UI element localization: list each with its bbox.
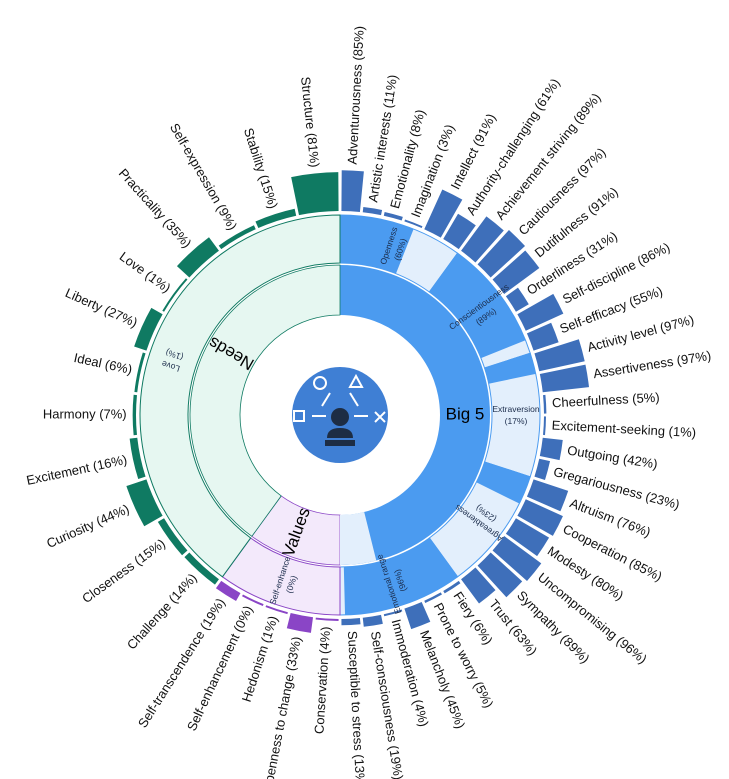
connector-lines-icon bbox=[312, 392, 368, 417]
facet-bar-outgoing bbox=[539, 437, 563, 461]
facet-label: Excitement-seeking (1%) bbox=[551, 418, 696, 441]
personality-hub-icon bbox=[292, 367, 388, 463]
facet-bar-imagination bbox=[404, 219, 423, 229]
facet-label: Dutifulness (91%) bbox=[532, 184, 621, 260]
facet-bar-trust bbox=[461, 567, 496, 604]
person-base-icon bbox=[325, 440, 355, 446]
facet-bar-modesty bbox=[505, 518, 550, 557]
category-fill-agreeableness bbox=[476, 461, 531, 504]
facet-label: Ideal (6%) bbox=[72, 350, 133, 377]
facet-bar-sympathy bbox=[477, 552, 523, 598]
facet-bar-self-expression bbox=[218, 225, 256, 250]
facet-bar-self-efficacy bbox=[526, 322, 559, 351]
facet-bar-harmony bbox=[132, 394, 137, 436]
facet-bar-self-discipline bbox=[517, 293, 564, 331]
facet-label: Self-expression (9%) bbox=[167, 121, 240, 233]
big5-inner-arc bbox=[340, 265, 490, 565]
facet-label: Excitement (16%) bbox=[25, 452, 128, 488]
facet-label: Harmony (7%) bbox=[43, 406, 127, 421]
facet-bar-intellect bbox=[424, 189, 463, 238]
square-glyph-icon bbox=[293, 410, 305, 422]
facet-bar-assertiveness bbox=[539, 364, 589, 393]
facet-label: Practicality (35%) bbox=[116, 166, 195, 251]
facet-bar-liberty bbox=[134, 307, 163, 351]
facet-label: Outgoing (42%) bbox=[566, 443, 658, 472]
facet-label: Susceptible to stress (13%) bbox=[345, 630, 368, 779]
facet-bar-challenge bbox=[184, 552, 219, 585]
facet-bar-self-enhancement bbox=[242, 594, 264, 606]
category-fill-extraversion bbox=[484, 353, 536, 384]
triangle-glyph-icon bbox=[348, 373, 364, 388]
facet-bar-achievement-striving bbox=[461, 216, 504, 263]
facet-bar-closeness bbox=[157, 518, 188, 556]
facet-bar-adventurousness bbox=[341, 170, 364, 212]
facet-bar-ideal bbox=[134, 352, 146, 393]
x-glyph-icon bbox=[374, 411, 386, 423]
facet-bar-orderliness bbox=[505, 287, 529, 312]
big5-inner-remainder bbox=[340, 512, 377, 565]
facet-label: Stability (15%) bbox=[241, 126, 281, 210]
facet-bar-structure bbox=[291, 172, 339, 216]
category-label-extraversion: Extraversion (17%) bbox=[492, 404, 540, 426]
facet-label: Adventurousness (85%) bbox=[345, 26, 367, 165]
circle-glyph-icon bbox=[313, 376, 327, 390]
category-name: Extraversion bbox=[492, 404, 540, 414]
facet-label: Love (1%) bbox=[117, 249, 174, 296]
category-fill-emotional-range bbox=[343, 537, 458, 615]
facet-label: Cheerfulness (5%) bbox=[552, 390, 660, 411]
facet-bar-authority-challenging bbox=[443, 213, 476, 250]
facet-bars bbox=[126, 170, 589, 633]
facet-bar-cooperation bbox=[517, 499, 563, 536]
group-label-big-5: Big 5 bbox=[446, 404, 485, 423]
category-fill-conscientiousness bbox=[429, 253, 526, 359]
facet-bar-curiosity bbox=[126, 479, 163, 527]
facet-label: Conservation (4%) bbox=[311, 626, 333, 734]
facet-bar-activity-level bbox=[534, 339, 585, 372]
facet-bar-uncompromising bbox=[492, 536, 542, 582]
facet-bar-conservation bbox=[315, 617, 339, 621]
facet-bar-emotionality bbox=[383, 212, 403, 221]
facet-bar-hedonism bbox=[265, 605, 288, 615]
facet-label: Closeness (15%) bbox=[79, 536, 168, 606]
facet-bar-altruism bbox=[526, 479, 569, 512]
facet-label: Assertiveness (97%) bbox=[592, 348, 712, 381]
facet-bar-excitement-seeking bbox=[543, 416, 546, 436]
facet-bar-gregariousness bbox=[534, 458, 551, 481]
facet-bar-stability bbox=[255, 208, 297, 229]
facet-bar-practicality bbox=[176, 237, 219, 278]
sunburst-rings bbox=[139, 214, 541, 616]
facet-bar-cautiousness bbox=[477, 229, 526, 278]
facet-bar-melancholy bbox=[404, 601, 431, 630]
facet-bar-susceptible-to-stress bbox=[341, 618, 361, 626]
facet-label: Liberty (27%) bbox=[63, 285, 140, 330]
facet-label: Curiosity (44%) bbox=[44, 501, 131, 551]
facet-bar-dutifulness bbox=[492, 250, 540, 294]
needs-mid-arc bbox=[139, 214, 341, 578]
facet-label: Structure (81%) bbox=[298, 76, 322, 168]
facet-bar-excitement bbox=[129, 437, 146, 480]
facet-bar-self-consciousness bbox=[362, 614, 383, 627]
facet-bar-fiery bbox=[443, 580, 461, 594]
category-value: (17%) bbox=[505, 416, 528, 426]
facet-bar-artistic-interests bbox=[362, 207, 383, 216]
person-body-icon bbox=[327, 428, 353, 438]
facet-bar-prone-to-worry bbox=[424, 592, 442, 603]
facet-bar-cheerfulness bbox=[543, 394, 547, 414]
facet-bar-love bbox=[162, 278, 188, 312]
category-fill-openness bbox=[340, 215, 414, 274]
facet-bar-immoderation bbox=[383, 609, 403, 617]
person-head-icon bbox=[331, 408, 349, 426]
facet-bar-openness-to-change bbox=[286, 612, 314, 633]
facet-bar-self-transcendence bbox=[215, 580, 241, 602]
needs-inner-arc bbox=[189, 264, 341, 537]
facet-label: Self-enhancement (0%) bbox=[184, 603, 256, 733]
